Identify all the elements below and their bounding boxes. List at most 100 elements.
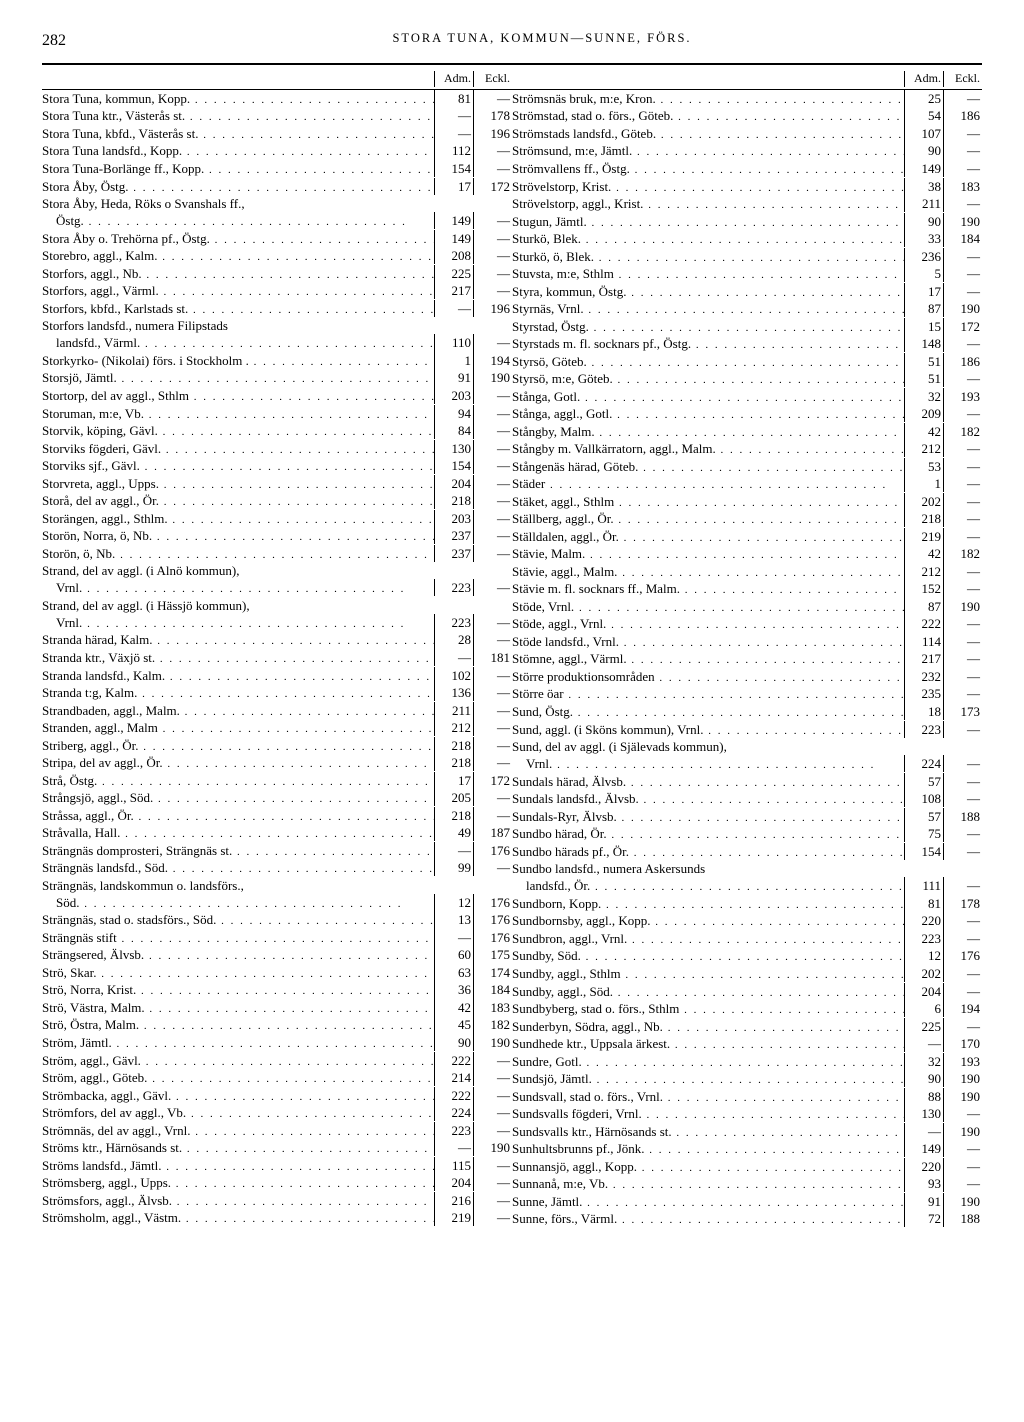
page-header: 282 STORA TUNA, KOMMUN—SUNNE, FÖRS. (42, 30, 982, 51)
index-entry: Strömstad, stad o. förs., Göteb.54186 (512, 107, 982, 125)
entry-name: Städer (512, 475, 904, 493)
index-columns: Adm. Eckl. Stora Tuna, kommun, Kopp.81—S… (42, 69, 982, 1228)
entry-eckl: — (473, 579, 512, 596)
entry-eckl: — (473, 282, 512, 299)
index-entry: Ströms ktr., Härnösands st.—190 (42, 1139, 512, 1157)
entry-name: Strömnäs, del av aggl., Vrnl. (42, 1122, 434, 1140)
index-entry: Sundsvall, stad o. förs., Vrnl.88190 (512, 1088, 982, 1106)
entry-adm: 203 (434, 510, 473, 527)
index-entry: Strövelstorp, Krist.38183 (512, 178, 982, 196)
entry-eckl: — (473, 1122, 512, 1139)
entry-eckl: — (943, 335, 982, 352)
entry-eckl: — (943, 90, 982, 107)
entry-name: Strömsholm, aggl., Västm. (42, 1209, 434, 1227)
entry-name: Sunne, förs., Värml. (512, 1210, 904, 1228)
index-entry: Stora Tuna-Borlänge ff., Kopp.154— (42, 160, 512, 178)
entry-adm: 49 (434, 824, 473, 841)
entry-adm: 18 (904, 703, 943, 720)
index-entry: Sund, aggl. (i Sköns kommun), Vrnl.223— (512, 721, 982, 739)
entry-eckl: — (943, 265, 982, 282)
index-entry: Sund, Östg.18173 (512, 703, 982, 721)
entry-eckl: 178 (943, 895, 982, 912)
entry-adm: 36 (434, 981, 473, 998)
index-entry: Strö, Östra, Malm.45182 (42, 1016, 512, 1034)
entry-adm: 81 (904, 895, 943, 912)
index-entry: Sundbornsby, aggl., Kopp.220— (512, 912, 982, 930)
index-entry: Strömstads landsfd., Göteb.107— (512, 125, 982, 143)
entry-adm: 15 (904, 318, 943, 335)
entry-adm: 218 (434, 807, 473, 824)
entry-eckl: — (473, 1174, 512, 1191)
entry-name: Strö, Norra, Krist. (42, 981, 434, 999)
entry-eckl: — (943, 1158, 982, 1175)
entry-adm: 93 (904, 1175, 943, 1192)
index-entry: Stugun, Jämtl.90190 (512, 213, 982, 231)
index-entry: Stråvalla, Hall.49187 (42, 824, 512, 842)
entry-adm: 51 (904, 353, 943, 370)
entry-adm: 94 (434, 405, 473, 422)
entry-adm: 90 (434, 1034, 473, 1051)
entry-name: Strångsjö, aggl., Söd. (42, 789, 434, 807)
entry-eckl: 190 (943, 598, 982, 615)
index-entry: Strövelstorp, aggl., Krist.211— (512, 195, 982, 213)
entry-name: Stranda t:g, Kalm. (42, 684, 434, 702)
entry-adm: 223 (904, 930, 943, 947)
entry-eckl: — (473, 475, 512, 492)
index-entry: Strängnäs domprosteri, Strängnäs st.—176 (42, 842, 512, 860)
entry-adm: 223 (434, 1122, 473, 1139)
entry-name: Sundsjö, Jämtl. (512, 1070, 904, 1088)
entry-eckl: 182 (943, 423, 982, 440)
entry-name: Sundbyberg, stad o. förs., Sthlm (512, 1000, 904, 1018)
index-entry: Sundby, Söd.12176 (512, 947, 982, 965)
entry-name: Stranda landsfd., Kalm. (42, 667, 434, 685)
entry-name: Strand, del av aggl. (i Alnö kommun), (42, 562, 434, 579)
entry-eckl: 187 (473, 824, 512, 841)
entry-eckl: — (473, 212, 512, 229)
entry-name: Storebro, aggl., Kalm. (42, 247, 434, 265)
entry-eckl: — (473, 702, 512, 719)
index-entry: Storfors, aggl., Värml.217— (42, 282, 512, 300)
entry-eckl: — (943, 195, 982, 212)
index-entry: Sundals landsfd., Älvsb.108— (512, 790, 982, 808)
entry-name: Strand, del av aggl. (i Hässjö kommun), (42, 597, 434, 614)
entry-adm: 5 (904, 265, 943, 282)
entry-adm: 223 (434, 579, 473, 596)
entry-name: Ställberg, aggl., Ör. (512, 510, 904, 528)
entry-eckl: 172 (473, 178, 512, 195)
index-entry: Sundborn, Kopp.81178 (512, 895, 982, 913)
index-entry: Storvik, köping, Gävl.84— (42, 422, 512, 440)
entry-eckl: — (473, 1209, 512, 1226)
index-entry: Strö, Skar.63174 (42, 964, 512, 982)
index-entry: Stömne, aggl., Värml.217— (512, 650, 982, 668)
entry-eckl: 176 (943, 947, 982, 964)
col-adm-head: Adm. (434, 71, 473, 87)
entry-adm: 1 (904, 475, 943, 492)
entry-name: Stömne, aggl., Värml. (512, 650, 904, 668)
entry-name: landsfd., Ör. (512, 877, 904, 895)
entry-adm: 204 (434, 1174, 473, 1191)
entry-adm: — (434, 842, 473, 859)
entry-name: Stöde landsfd., Vrnl. (512, 633, 904, 651)
index-entry: Sundhede ktr., Uppsala ärkest.—170 (512, 1035, 982, 1053)
entry-eckl: — (473, 90, 512, 107)
entry-eckl: 176 (473, 911, 512, 928)
page-title: STORA TUNA, KOMMUN—SUNNE, FÖRS. (102, 30, 982, 51)
entry-adm: 212 (904, 440, 943, 457)
index-entry: Strömsund, m:e, Jämtl.90— (512, 142, 982, 160)
index-entry: Strömsfors, aggl., Älvsb.216— (42, 1192, 512, 1210)
entry-adm: 12 (434, 894, 473, 911)
entry-name: Sunnansjö, aggl., Kopp. (512, 1158, 904, 1176)
index-entry: Storviks fögderi, Gävl.130— (42, 440, 512, 458)
entry-adm: 154 (904, 843, 943, 860)
entry-name: Stranda härad, Kalm. (42, 631, 434, 649)
entry-eckl: 190 (943, 1070, 982, 1087)
entry-adm: 13 (434, 911, 473, 928)
entry-eckl: 176 (473, 894, 512, 911)
entry-name: Strö, Östra, Malm. (42, 1016, 434, 1034)
entry-eckl: — (473, 527, 512, 544)
entry-adm: 88 (904, 1088, 943, 1105)
index-entry: Östg.149— (42, 212, 512, 230)
entry-adm: 91 (904, 1193, 943, 1210)
entry-name: Större öar (512, 685, 904, 703)
index-entry: Styrnäs, Vrnl.87190 (512, 300, 982, 318)
